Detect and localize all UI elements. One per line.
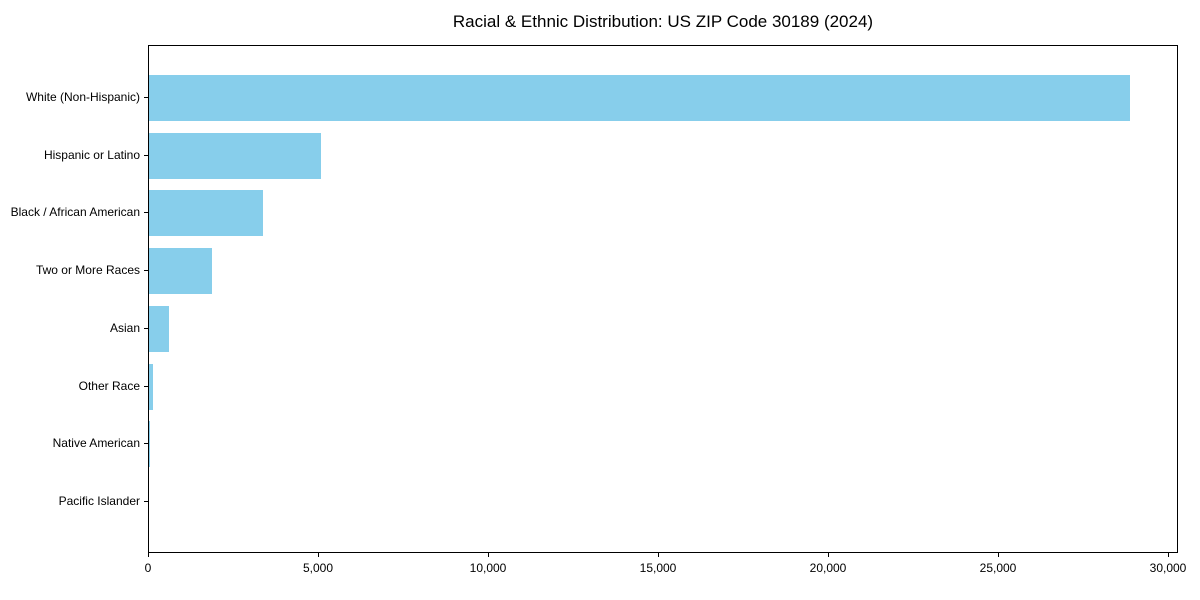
bar-hispanic-or-latino <box>149 133 321 179</box>
bar-black-african-american <box>149 190 263 236</box>
x-axis-tick-label: 25,000 <box>979 561 1017 575</box>
y-axis-category-label: Other Race <box>78 379 140 393</box>
y-axis-tick <box>144 443 148 444</box>
x-axis-tick-label: 10,000 <box>469 561 507 575</box>
y-axis-category-label: Black / African American <box>10 205 140 219</box>
x-axis-tick <box>828 553 829 557</box>
x-axis-tick <box>658 553 659 557</box>
x-axis-tick-label: 20,000 <box>809 561 847 575</box>
y-axis-tick <box>144 270 148 271</box>
y-axis-category-label: White (Non-Hispanic) <box>25 90 140 104</box>
bar-native-american <box>149 421 150 467</box>
y-axis-category-label: Asian <box>109 321 140 335</box>
y-axis-category-label: Pacific Islander <box>58 494 140 508</box>
y-axis-tick <box>144 97 148 98</box>
y-axis-tick <box>144 386 148 387</box>
y-axis-tick <box>144 328 148 329</box>
y-axis-category-label: Two or More Races <box>35 263 140 277</box>
bar-two-or-more-races <box>149 248 212 294</box>
plot-area <box>148 45 1178 553</box>
x-axis-tick <box>1168 553 1169 557</box>
y-axis-category-label: Native American <box>52 436 140 450</box>
bar-white-non-hispanic <box>149 75 1130 121</box>
x-axis-tick <box>488 553 489 557</box>
y-axis-category-label: Hispanic or Latino <box>43 148 140 162</box>
x-axis-tick-label: 0 <box>144 561 152 575</box>
x-axis-tick <box>318 553 319 557</box>
bar-other-race <box>149 364 153 410</box>
bar-asian <box>149 306 169 352</box>
x-axis-tick <box>148 553 149 557</box>
chart-title: Racial & Ethnic Distribution: US ZIP Cod… <box>452 12 874 31</box>
y-axis-tick <box>144 155 148 156</box>
x-axis-tick-label: 15,000 <box>639 561 677 575</box>
y-axis-tick <box>144 501 148 502</box>
x-axis-tick <box>998 553 999 557</box>
x-axis-tick-label: 5,000 <box>302 561 334 575</box>
x-axis-tick-label: 30,000 <box>1149 561 1187 575</box>
y-axis-tick <box>144 212 148 213</box>
